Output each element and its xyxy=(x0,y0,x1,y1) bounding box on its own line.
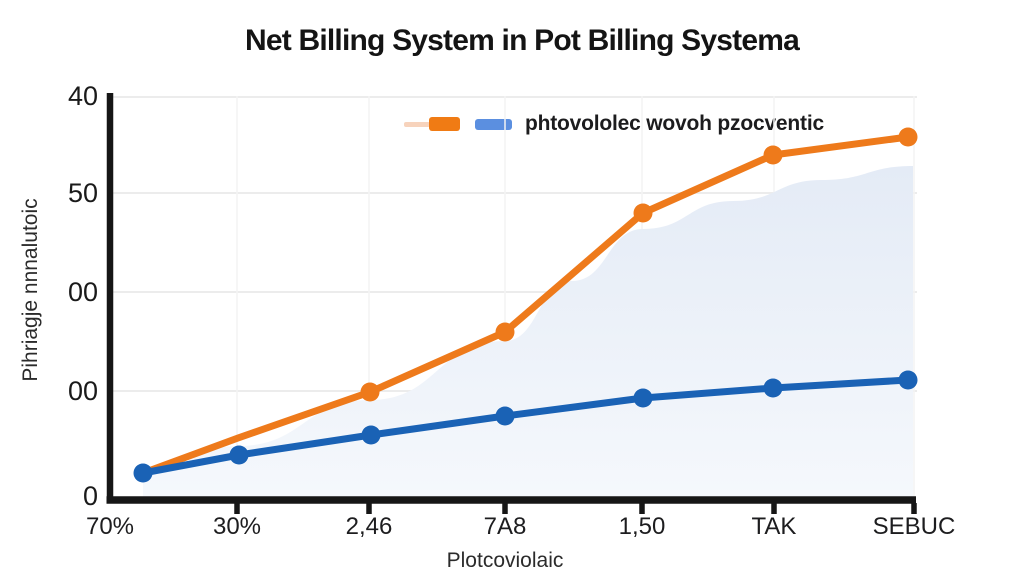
blue-line-marker xyxy=(633,388,653,408)
orange-line xyxy=(139,127,918,477)
orange-line-marker xyxy=(763,145,783,165)
legend-swatch-orange-icon xyxy=(429,117,460,131)
y-tick-label: 0 xyxy=(82,481,98,511)
legend-swatch-blue-icon xyxy=(475,118,512,130)
blue-line xyxy=(133,370,918,483)
x-axis-title: Plotcoviolaic xyxy=(446,549,564,572)
orange-line-marker xyxy=(633,203,653,223)
blue-line-marker xyxy=(495,406,515,426)
orange-line-marker xyxy=(495,322,515,342)
x-tick-label: 1,50 xyxy=(618,513,666,540)
x-tick-label: 30% xyxy=(212,513,262,540)
y-tick-label: 40 xyxy=(67,81,98,111)
blue-line-marker xyxy=(133,463,153,483)
blue-line-marker xyxy=(229,445,249,465)
y-axis-title: Pihriagje nnnalutoic xyxy=(19,198,42,382)
legend-label: phtovololec wovoh pzocventic xyxy=(525,112,824,135)
area-fill xyxy=(143,166,913,498)
blue-line-marker xyxy=(763,378,783,398)
chart-title: Net Billing System in Pot Billing System… xyxy=(245,24,800,57)
x-tick-label: 7A8 xyxy=(483,513,527,540)
legend: phtovololec wovoh pzocventic xyxy=(404,110,824,138)
y-tick-label: 00 xyxy=(67,277,98,307)
legend-swatch-pale-icon xyxy=(404,121,430,127)
orange-line-marker xyxy=(898,127,918,147)
x-tick-label: 2,46 xyxy=(345,513,393,540)
blue-line-marker xyxy=(361,425,381,445)
y-tick-label: 50 xyxy=(67,178,98,208)
x-tick-label: 70% xyxy=(85,513,135,540)
x-tick-label: SEBUC xyxy=(872,513,956,540)
x-tick-label: TAK xyxy=(751,513,797,540)
orange-line-marker xyxy=(360,382,380,402)
y-tick-label: 00 xyxy=(67,376,98,406)
axes xyxy=(106,93,917,514)
blue-line-marker xyxy=(898,370,918,390)
